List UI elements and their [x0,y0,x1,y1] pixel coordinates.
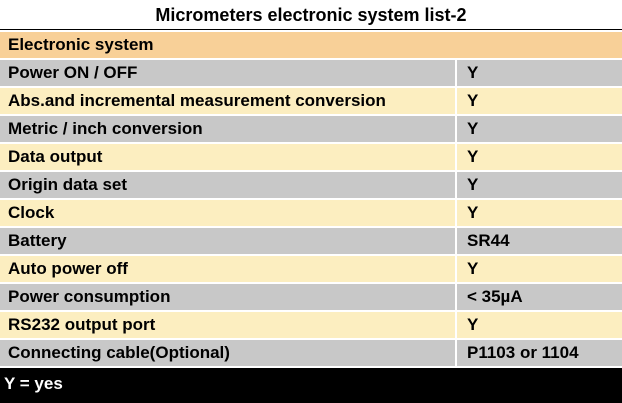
table-row: RS232 output port Y [0,312,622,338]
table-row: Metric / inch conversion Y [0,116,622,142]
row-label: Auto power off [0,256,455,282]
row-value: P1103 or 1104 [457,340,622,366]
table-row: Clock Y [0,200,622,226]
row-value: < 35µA [457,284,622,310]
table-row: Power ON / OFF Y [0,60,622,86]
legend-footer: Y = yes [0,368,622,403]
row-value: Y [457,256,622,282]
row-value: Y [457,172,622,198]
row-label: Connecting cable(Optional) [0,340,455,366]
row-value: Y [457,144,622,170]
table-header: Electronic system [0,32,622,58]
table-row: Power consumption < 35µA [0,284,622,310]
row-label: Origin data set [0,172,455,198]
row-value: Y [457,60,622,86]
row-label: Data output [0,144,455,170]
row-value: Y [457,116,622,142]
table-row: Auto power off Y [0,256,622,282]
row-label: Power ON / OFF [0,60,455,86]
row-value: Y [457,200,622,226]
spec-table: Power ON / OFF Y Abs.and incremental measu… [0,60,622,366]
row-label: Battery [0,228,455,254]
table-row: Abs.and incremental measurement conversi… [0,88,622,114]
table-row: Connecting cable(Optional) P1103 or 1104 [0,340,622,366]
row-label: Clock [0,200,455,226]
row-value: SR44 [457,228,622,254]
row-label: RS232 output port [0,312,455,338]
row-label: Metric / inch conversion [0,116,455,142]
table-row: Origin data set Y [0,172,622,198]
page-title: Micrometers electronic system list-2 [0,0,622,30]
table-row: Data output Y [0,144,622,170]
table-row: Battery SR44 [0,228,622,254]
row-label: Abs.and incremental measurement conversi… [0,88,455,114]
row-value: Y [457,88,622,114]
row-value: Y [457,312,622,338]
row-label: Power consumption [0,284,455,310]
